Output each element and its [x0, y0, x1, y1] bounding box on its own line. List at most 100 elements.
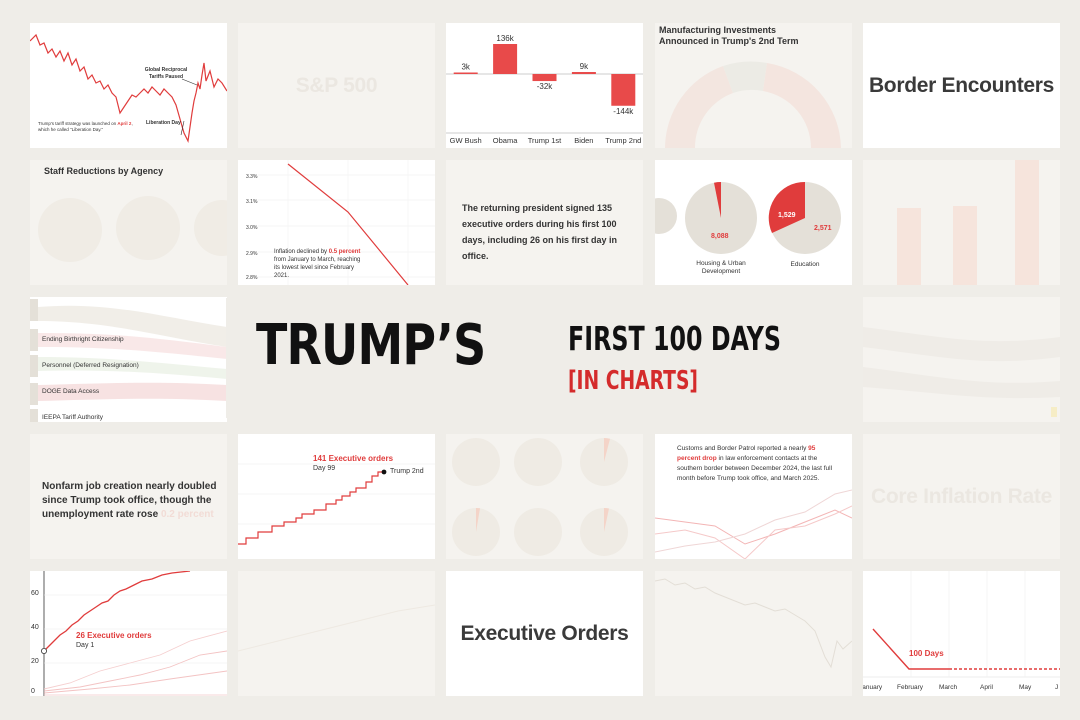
- staff-reductions-tile: Staff Reductions by Agency: [30, 160, 227, 285]
- eo-step-chart: [238, 463, 435, 545]
- jobs-bar: [571, 72, 596, 74]
- faded-pies: [452, 438, 628, 556]
- executive-orders-tile: Executive Orders: [446, 571, 643, 696]
- lawsuits-sankey: [30, 299, 227, 422]
- jobs-bar: [453, 72, 478, 74]
- cbp-note: Customs and Border Patrol reported a nea…: [677, 445, 833, 482]
- faded-flow-tile: [863, 297, 1060, 422]
- sp500-tile: S&P 500: [238, 23, 435, 148]
- inflation-tick: 3.0%: [246, 225, 258, 231]
- jobs-value-label: 136k: [496, 34, 514, 43]
- executive-orders-title: Executive Orders: [460, 621, 629, 645]
- eo-cum-tick: 0: [31, 688, 35, 695]
- border-title: Border Encounters: [868, 73, 1055, 97]
- faded-bar-chart: [897, 160, 1039, 285]
- faded-bars-tile: [863, 160, 1060, 285]
- education-value-b: 2,571: [814, 225, 832, 232]
- jobs-bar-chart-tile: 3k GW Bush 136k Obama -32k Trump 1st 9k Biden -1…: [446, 23, 643, 148]
- timeline-tile: 100 Days January February March April Ma…: [863, 571, 1060, 696]
- timeline-month: January: [863, 684, 883, 691]
- timeline-month: April: [980, 684, 994, 691]
- eo-cum-headline: 26 Executive orders: [76, 631, 152, 640]
- eo-step-chart-tile: 141 Executive orders Day 99 Trump 2nd: [238, 434, 435, 559]
- inflation-tick: 2.9%: [246, 251, 258, 257]
- inflation-tick: 2.8%: [246, 275, 258, 281]
- inflation-tick: 3.1%: [246, 199, 258, 205]
- sp500-title: S&P 500: [295, 73, 378, 97]
- eo-step-day: Day 99: [313, 465, 336, 472]
- nonfarm-text: Nonfarm job creation nearly doubled sinc…: [42, 481, 217, 520]
- jobs-category-label: Biden: [574, 136, 593, 145]
- core-inflation-title: Core Inflation Rate: [871, 484, 1052, 508]
- core-inflation-tile: Core Inflation Rate: [863, 434, 1060, 559]
- inflation-line-chart: [258, 160, 435, 285]
- nonfarm-tile: Nonfarm job creation nearly doubled sinc…: [30, 434, 227, 559]
- eo-cum-tick: 40: [31, 624, 39, 631]
- jobs-category-label: Trump 1st: [528, 136, 562, 145]
- lawsuit-item: Ending Birthright Citizenship: [42, 336, 124, 343]
- eo-cumulative-tile: 60 40 20 0 26 Executive orders Day 1: [30, 571, 227, 696]
- agency-pies-tile: 8,088 Housing & Urban Development 1,529 …: [655, 160, 852, 285]
- staff-pies: [38, 196, 227, 262]
- jobs-bar: [611, 74, 636, 106]
- inflation-note: Inflation declined by 0.5 percent from J…: [274, 249, 361, 279]
- eo-summary-text: The returning president signed 135 execu…: [462, 203, 618, 261]
- timeline-month: March: [939, 684, 958, 691]
- inflation-tick: 3.3%: [246, 174, 258, 180]
- cbp-chart-tile: Customs and Border Patrol reported a nea…: [655, 434, 852, 559]
- faded-lines-tile: [238, 571, 435, 696]
- manufacturing-donut: [665, 61, 841, 148]
- lawsuit-item: IEEPA Tariff Authority: [42, 414, 104, 421]
- manufacturing-tile: Manufacturing Investments Announced in T…: [655, 23, 852, 148]
- eo-cum-tick: 60: [31, 590, 39, 597]
- timeline-chart: [863, 571, 1060, 678]
- eo-step-series: Trump 2nd: [390, 468, 424, 475]
- faded-flow-chart: [863, 327, 1060, 417]
- jobs-value-label: -32k: [537, 82, 554, 91]
- hero-title-sub: FIRST 100 DAYS: [568, 319, 781, 358]
- eo-step-headline: 141 Executive orders: [313, 454, 394, 463]
- timeline-month: February: [897, 684, 924, 691]
- tariff-chart-tile: Global Reciprocal Tariffs Paused Liberat…: [30, 23, 227, 148]
- jobs-category-label: GW Bush: [450, 136, 482, 145]
- timeline-month: J: [1055, 684, 1059, 691]
- housing-value: 8,088: [711, 233, 729, 240]
- jobs-value-label: 9k: [580, 62, 589, 71]
- liberation-day-label: Liberation Day: [146, 120, 181, 126]
- tariff-note: Trump's tariff strategy was launched on …: [38, 121, 133, 132]
- staff-title: Staff Reductions by Agency: [44, 166, 164, 176]
- lawsuits-tile: Ending Birthright Citizenship Personnel …: [30, 297, 227, 422]
- jobs-value-label: 3k: [461, 63, 470, 72]
- faded-market-chart: [655, 578, 852, 669]
- tariffs-paused-label: Global Reciprocal Tariffs Paused: [144, 67, 188, 80]
- faded-pies-tile: [446, 434, 643, 559]
- faded-line-chart: [238, 604, 435, 652]
- eo-text-tile: The returning president signed 135 execu…: [446, 160, 643, 285]
- eo-cumulative-chart: [40, 571, 227, 696]
- jobs-value-label: -144k: [613, 107, 634, 116]
- sp500-line-chart: [30, 33, 227, 143]
- hero-title-tag: [IN CHARTS]: [568, 366, 698, 396]
- lawsuit-item: DOGE Data Access: [42, 388, 100, 395]
- timeline-label: 100 Days: [909, 649, 944, 658]
- jobs-bar-chart: 3k GW Bush 136k Obama -32k Trump 1st 9k Biden -1…: [446, 34, 643, 145]
- timeline-month: May: [1019, 684, 1032, 691]
- jobs-category-label: Obama: [493, 136, 518, 145]
- hero-title-main: TRUMP’S: [256, 313, 486, 378]
- housing-label: Housing & Urban Development: [696, 260, 746, 275]
- education-label: Education: [790, 261, 820, 268]
- lawsuit-item: Personnel (Deferred Resignation): [42, 362, 139, 369]
- education-value-a: 1,529: [778, 212, 796, 219]
- hero-band: [226, 298, 858, 418]
- eo-cum-tick: 20: [31, 658, 39, 665]
- inflation-chart-tile: 3.3% 3.1% 3.0% 2.9% 2.8% Inflation decli…: [238, 160, 435, 285]
- faded-market-tile: [655, 571, 852, 696]
- agency-pies: [655, 181, 841, 254]
- manufacturing-title: Manufacturing Investments Announced in T…: [659, 25, 799, 46]
- jobs-bar: [493, 44, 518, 74]
- eo-cum-day: Day 1: [76, 642, 95, 649]
- jobs-category-label: Trump 2nd: [605, 136, 641, 145]
- cbp-line-chart: [655, 489, 852, 559]
- border-tile: Border Encounters: [863, 23, 1060, 148]
- jobs-bar: [532, 74, 557, 82]
